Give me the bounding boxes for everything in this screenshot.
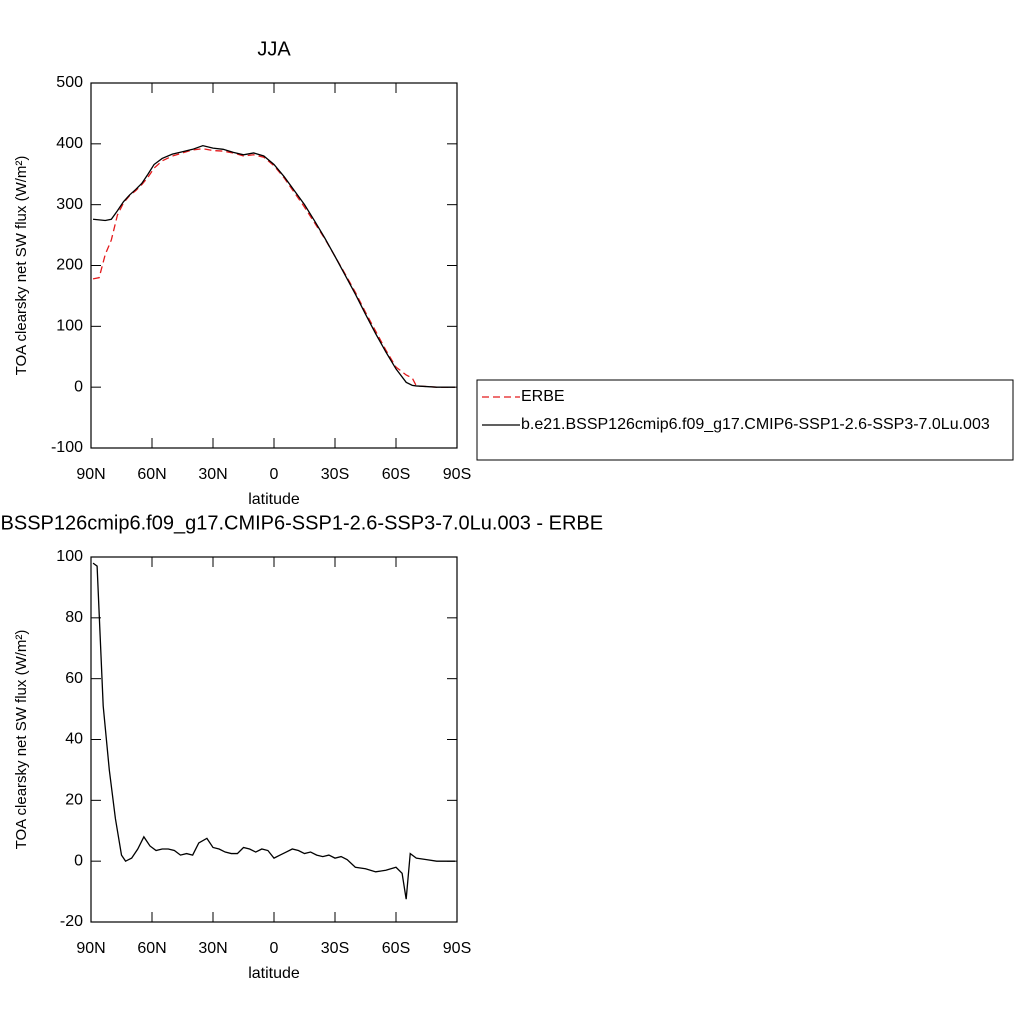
x-tick-label: 30N [198, 466, 227, 483]
y-tick-label: 20 [65, 792, 83, 809]
x-tick-label: 90N [76, 940, 105, 957]
y-tick-label: 300 [56, 196, 83, 213]
legend-label: b.e21.BSSP126cmip6.f09_g17.CMIP6-SSP1-2.… [521, 416, 990, 433]
y-tick-label: 0 [74, 378, 83, 395]
x-tick-label: 0 [270, 940, 279, 957]
y-tick-label: 40 [65, 731, 83, 748]
x-tick-label: 30N [198, 940, 227, 957]
x-tick-label: 0 [270, 466, 279, 483]
y-tick-label: 100 [56, 318, 83, 335]
y-tick-label: -100 [51, 439, 83, 456]
x-tick-label: 90S [443, 940, 471, 957]
x-tick-label: 60S [382, 940, 410, 957]
x-tick-label: 90N [76, 466, 105, 483]
y-tick-label: 100 [56, 548, 83, 565]
x-axis-label: latitude [248, 965, 300, 982]
y-tick-label: 80 [65, 609, 83, 626]
y-tick-label: 400 [56, 135, 83, 152]
y-tick-label: -20 [60, 913, 83, 930]
chart-title: b.e21.BSSP126cmip6.f09_g17.CMIP6-SSP1-2.… [0, 512, 603, 534]
x-tick-label: 60S [382, 466, 410, 483]
legend-box [476, 379, 1014, 461]
chart-title: JJA [257, 38, 291, 60]
series-line [92, 562, 455, 900]
y-axis-label: TOA clearsky net SW flux (W/m²) [13, 156, 30, 376]
x-tick-label: 60N [137, 940, 166, 957]
series-line [92, 148, 455, 388]
legend-label: ERBE [521, 388, 565, 405]
y-tick-label: 0 [74, 852, 83, 869]
plot-frame [90, 556, 458, 923]
y-tick-label: 500 [56, 74, 83, 91]
plot-frame [90, 82, 458, 449]
y-tick-label: 200 [56, 257, 83, 274]
series-line [92, 144, 455, 388]
x-axis-label: latitude [248, 491, 300, 508]
y-axis-label: TOA clearsky net SW flux (W/m²) [13, 630, 30, 850]
x-tick-label: 30S [321, 466, 349, 483]
x-tick-label: 60N [137, 466, 166, 483]
x-tick-label: 90S [443, 466, 471, 483]
x-tick-label: 30S [321, 940, 349, 957]
y-tick-label: 60 [65, 670, 83, 687]
